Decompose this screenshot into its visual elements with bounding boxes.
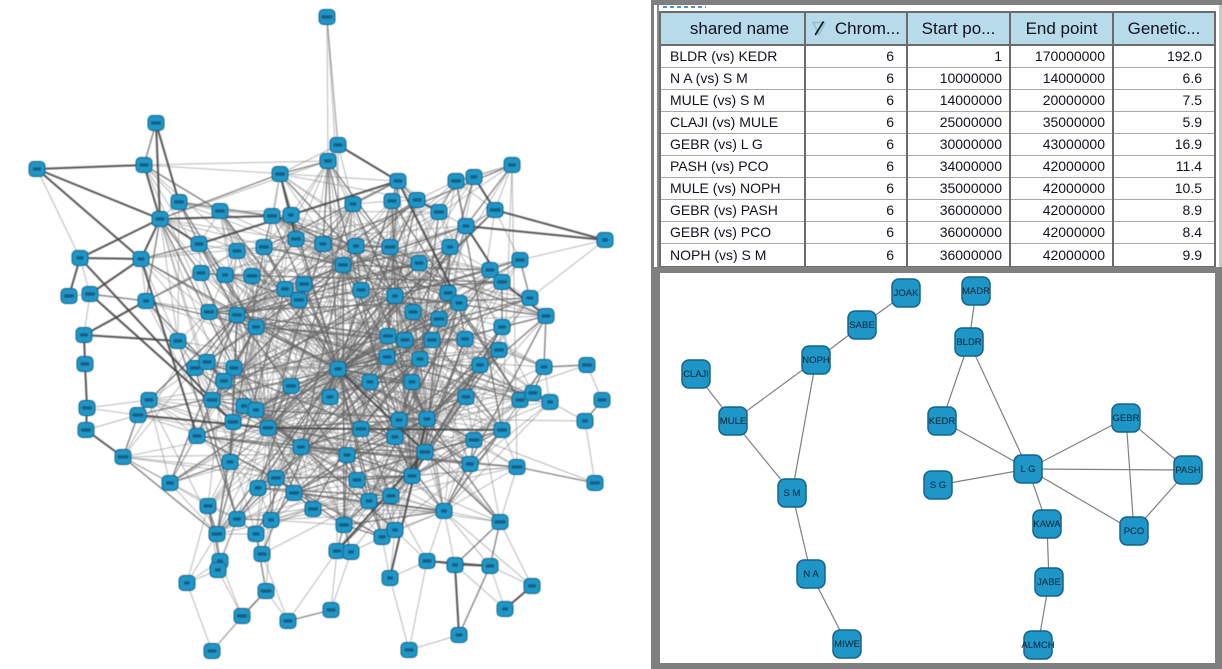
- svg-text:MADR: MADR: [962, 286, 990, 297]
- svg-text:S G: S G: [930, 480, 946, 491]
- svg-text:N A: N A: [803, 569, 819, 580]
- svg-text:SABE: SABE: [849, 320, 874, 331]
- svg-text:KAWA: KAWA: [1033, 519, 1061, 530]
- svg-text:ALMCH: ALMCH: [1021, 640, 1054, 651]
- svg-text:PASH: PASH: [1175, 465, 1200, 476]
- svg-text:MULE: MULE: [720, 416, 746, 427]
- svg-text:BLDR: BLDR: [956, 337, 981, 348]
- svg-text:L G: L G: [1021, 464, 1036, 475]
- svg-text:MIWE: MIWE: [834, 639, 860, 650]
- svg-text:PCO: PCO: [1124, 526, 1145, 537]
- svg-text:GEBR: GEBR: [1113, 413, 1140, 424]
- svg-text:S M: S M: [784, 488, 801, 499]
- svg-text:CLAJI: CLAJI: [683, 369, 709, 380]
- svg-text:KEDR: KEDR: [929, 416, 956, 427]
- svg-text:NOPH: NOPH: [802, 355, 830, 366]
- svg-text:JOAK: JOAK: [894, 288, 919, 299]
- svg-text:JABE: JABE: [1037, 577, 1061, 588]
